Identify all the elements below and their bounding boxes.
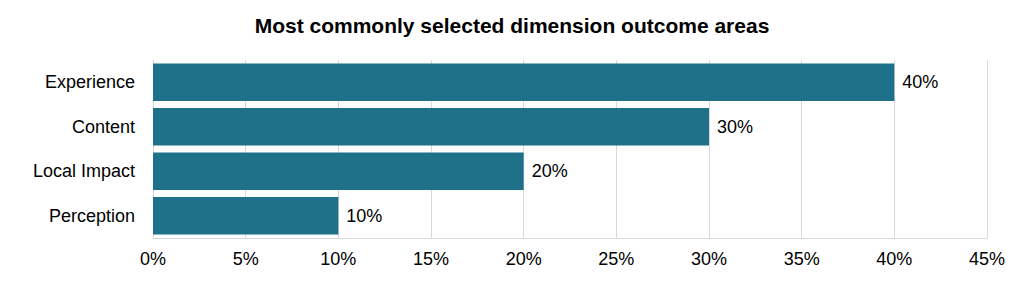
svg-text:Perception: Perception (49, 206, 135, 226)
svg-text:40%: 40% (876, 249, 912, 269)
svg-text:20%: 20% (506, 249, 542, 269)
svg-text:45%: 45% (969, 249, 1005, 269)
svg-text:30%: 30% (717, 117, 753, 137)
svg-text:Most commonly selected dimensi: Most commonly selected dimension outcome… (255, 14, 770, 37)
svg-text:35%: 35% (784, 249, 820, 269)
svg-text:5%: 5% (233, 249, 259, 269)
svg-text:40%: 40% (902, 72, 938, 92)
svg-text:Content: Content (72, 117, 135, 137)
svg-text:Local Impact: Local Impact (33, 161, 135, 181)
svg-text:15%: 15% (413, 249, 449, 269)
svg-text:20%: 20% (532, 161, 568, 181)
svg-text:25%: 25% (598, 249, 634, 269)
svg-text:0%: 0% (140, 249, 166, 269)
svg-text:30%: 30% (691, 249, 727, 269)
svg-text:10%: 10% (320, 249, 356, 269)
svg-text:Experience: Experience (45, 72, 135, 92)
svg-text:10%: 10% (346, 206, 382, 226)
